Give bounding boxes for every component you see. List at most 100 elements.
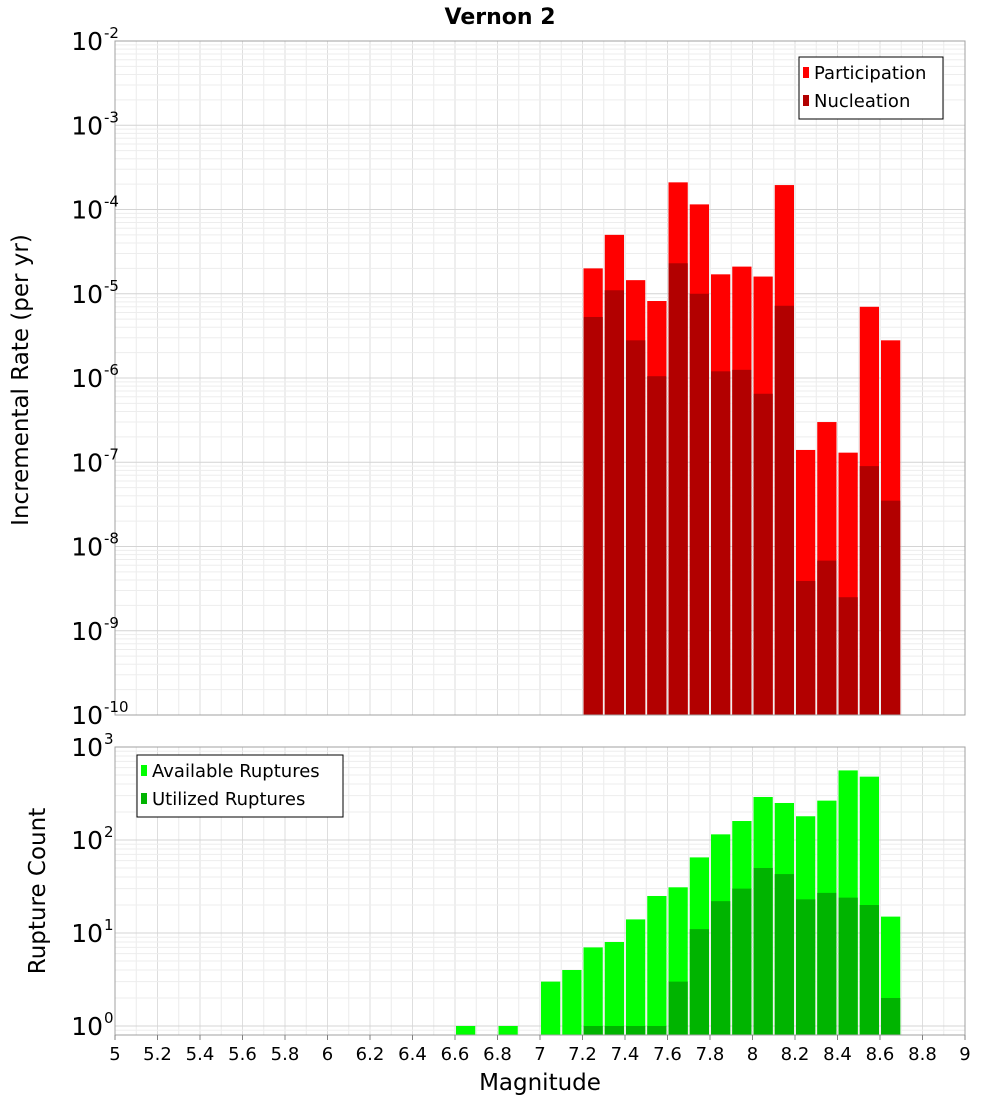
bar-utilized-ruptures <box>859 904 879 1035</box>
x-tick-label: 8.2 <box>781 1044 810 1065</box>
bar-nucleation <box>647 376 667 715</box>
y-tick-label: 10 <box>71 701 103 730</box>
x-tick-label: 6.6 <box>441 1044 470 1065</box>
legend-label: Participation <box>814 63 926 84</box>
count-legend: Available Ruptures Utilized Ruptures <box>136 754 344 818</box>
x-axis-label: Magnitude <box>479 1070 601 1096</box>
bar-utilized-ruptures <box>711 901 731 1035</box>
legend-label: Utilized Ruptures <box>152 789 305 810</box>
x-tick-label: 9 <box>959 1044 970 1065</box>
bar-available-ruptures <box>604 942 624 1035</box>
legend-label: Available Ruptures <box>152 761 320 782</box>
legend-label: Nucleation <box>814 91 910 112</box>
y-tick-label: 10 <box>71 533 103 562</box>
rate-panel-bars <box>583 182 901 716</box>
y-tick-exponent: -4 <box>104 193 119 211</box>
y-tick-exponent: 3 <box>104 730 114 748</box>
bar-utilized-ruptures <box>604 1025 624 1035</box>
x-tick-label: 5.4 <box>186 1044 215 1065</box>
bar-utilized-ruptures <box>796 899 816 1035</box>
x-tick-label: 6.4 <box>398 1044 427 1065</box>
bar-nucleation <box>817 560 837 715</box>
bar-available-ruptures <box>498 1025 518 1035</box>
bar-utilized-ruptures <box>753 867 773 1035</box>
legend-swatch <box>141 765 147 776</box>
bar-nucleation <box>881 500 901 715</box>
bar-available-ruptures <box>562 969 582 1035</box>
y-tick-exponent: -5 <box>104 277 119 295</box>
x-tick-label: 5.2 <box>143 1044 172 1065</box>
y-tick-exponent: -10 <box>104 698 129 716</box>
legend-box <box>136 754 344 818</box>
y-tick-label: 10 <box>71 826 103 855</box>
x-tick-label: 5.6 <box>228 1044 257 1065</box>
y-tick-exponent: -7 <box>104 445 119 463</box>
bar-nucleation <box>626 340 646 715</box>
bar-available-ruptures <box>456 1025 476 1035</box>
x-axis-ticks: 5 5.2 5.4 5.6 5.8 6 6.2 6.4 6.6 6.8 7 7.2 7.4 7.6 7.8 8… <box>109 1035 971 1065</box>
bar-nucleation <box>583 316 603 715</box>
x-tick-label: 6.2 <box>356 1044 385 1065</box>
bar-utilized-ruptures <box>838 897 858 1035</box>
bar-utilized-ruptures <box>817 892 837 1035</box>
x-tick-label: 6 <box>322 1044 333 1065</box>
x-tick-label: 5 <box>109 1044 120 1065</box>
y-tick-label: 10 <box>71 111 103 140</box>
y-tick-exponent: 1 <box>104 916 114 934</box>
bar-nucleation <box>753 393 773 715</box>
legend-swatch <box>141 793 147 804</box>
y-tick-exponent: -3 <box>104 108 119 126</box>
x-tick-label: 7.6 <box>653 1044 682 1065</box>
y-tick-label: 10 <box>71 1012 103 1041</box>
y-tick-exponent: -9 <box>104 614 119 632</box>
y-tick-exponent: 0 <box>104 1009 114 1027</box>
bar-utilized-ruptures <box>689 929 709 1035</box>
legend-swatch <box>803 67 809 78</box>
y-tick-exponent: -2 <box>104 24 119 42</box>
y-tick-label: 10 <box>71 448 103 477</box>
x-tick-label: 7.4 <box>611 1044 640 1065</box>
legend-box <box>798 56 944 120</box>
y-tick-label: 10 <box>71 919 103 948</box>
bar-utilized-ruptures <box>732 888 752 1035</box>
bar-utilized-ruptures <box>626 1025 646 1035</box>
y-tick-label: 10 <box>71 617 103 646</box>
bar-available-ruptures <box>626 919 646 1035</box>
x-tick-label: 8.8 <box>908 1044 937 1065</box>
bar-available-ruptures <box>541 981 561 1035</box>
bar-utilized-ruptures <box>583 1025 603 1035</box>
bar-available-ruptures <box>647 895 667 1035</box>
bar-available-ruptures <box>583 947 603 1035</box>
bar-nucleation <box>668 263 688 715</box>
bar-nucleation <box>796 580 816 715</box>
count-panel-bars <box>456 770 901 1035</box>
rate-panel-grid <box>114 40 966 716</box>
y-tick-label: 10 <box>71 196 103 225</box>
rate-legend: Participation Nucleation <box>798 56 944 120</box>
y-tick-exponent: -6 <box>104 361 119 379</box>
y-axis-label-rate: Incremental Rate (per yr) <box>8 234 34 526</box>
y-axis-label-count: Rupture Count <box>25 808 51 974</box>
x-tick-label: 5.8 <box>271 1044 300 1065</box>
y-tick-label: 10 <box>71 733 103 762</box>
bar-nucleation <box>732 369 752 715</box>
bar-nucleation <box>838 597 858 715</box>
bar-utilized-ruptures <box>668 981 688 1035</box>
bar-nucleation <box>711 371 731 715</box>
bar-nucleation <box>689 293 709 715</box>
y-tick-exponent: -8 <box>104 530 119 548</box>
x-tick-label: 7.2 <box>568 1044 597 1065</box>
x-tick-label: 6.8 <box>483 1044 512 1065</box>
legend-swatch <box>803 95 809 106</box>
bar-nucleation <box>774 305 794 715</box>
y-tick-label: 10 <box>71 27 103 56</box>
rate-panel-frame <box>114 40 966 716</box>
chart-title: Vernon 2 <box>445 5 556 30</box>
bar-utilized-ruptures <box>647 1025 667 1035</box>
x-tick-label: 8.4 <box>823 1044 852 1065</box>
bar-utilized-ruptures <box>774 874 794 1035</box>
y-tick-exponent: 2 <box>104 823 114 841</box>
